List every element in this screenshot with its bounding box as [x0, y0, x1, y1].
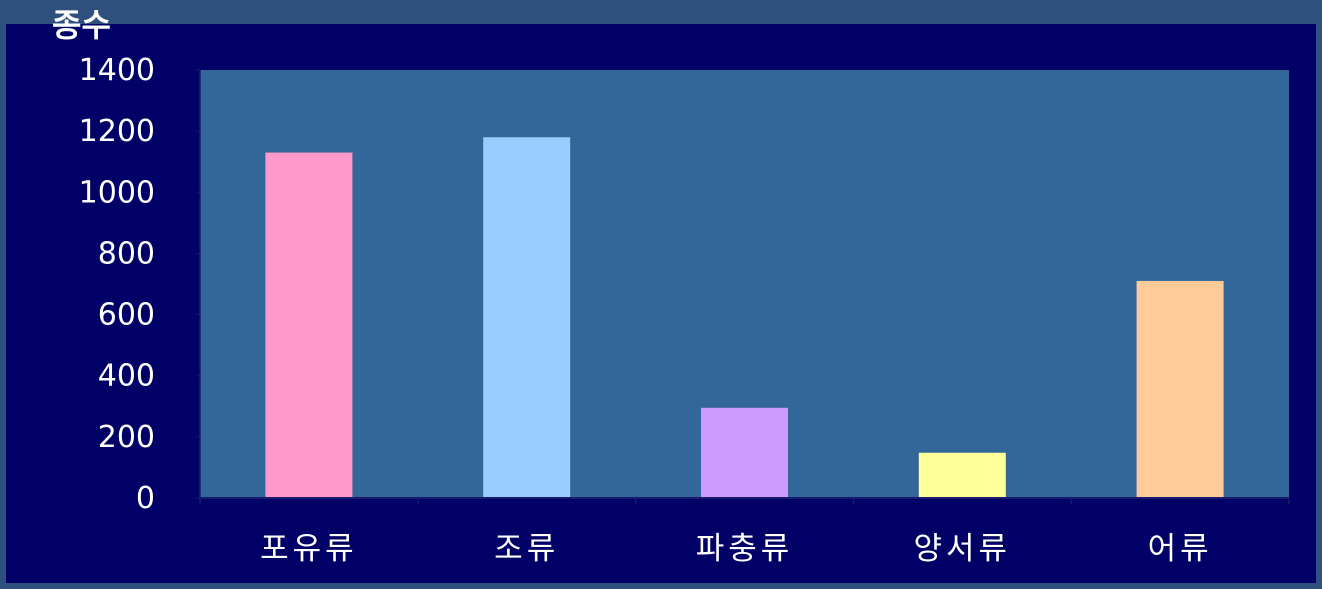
y-tick-label: 1000	[79, 175, 155, 210]
bar	[483, 137, 571, 498]
x-axis	[199, 497, 1290, 504]
x-tick-label: 파충류	[696, 531, 794, 567]
frame-bottom-band	[0, 583, 1322, 589]
bar	[701, 407, 788, 498]
y-tick-label: 200	[98, 420, 155, 455]
x-tick-label: 조류	[494, 531, 559, 567]
x-tick-label: 양서류	[914, 531, 1012, 567]
x-tick-label: 포유류	[260, 531, 358, 567]
y-tick-label: 0	[136, 481, 155, 516]
bar	[265, 152, 353, 499]
y-tick-label: 400	[98, 359, 155, 394]
frame-top-band	[0, 0, 1322, 24]
frame-right-band	[1316, 0, 1322, 589]
y-axis-title: 종수	[52, 6, 111, 44]
bars	[265, 137, 1224, 499]
y-tick-label: 800	[98, 236, 155, 271]
y-tick-label: 1200	[79, 114, 155, 149]
y-tick-label: 600	[98, 298, 155, 333]
bar	[1136, 280, 1224, 498]
x-tick-label: 어류	[1148, 531, 1213, 567]
y-axis-ticks: 0 200 400 600 800 1000 1200 1400	[79, 53, 201, 516]
x-axis-labels: 포유류 조류 파충류 양서류 어류	[260, 531, 1213, 567]
y-tick-label: 1400	[79, 53, 155, 88]
frame-left-band	[0, 0, 6, 589]
bar	[918, 452, 1006, 498]
